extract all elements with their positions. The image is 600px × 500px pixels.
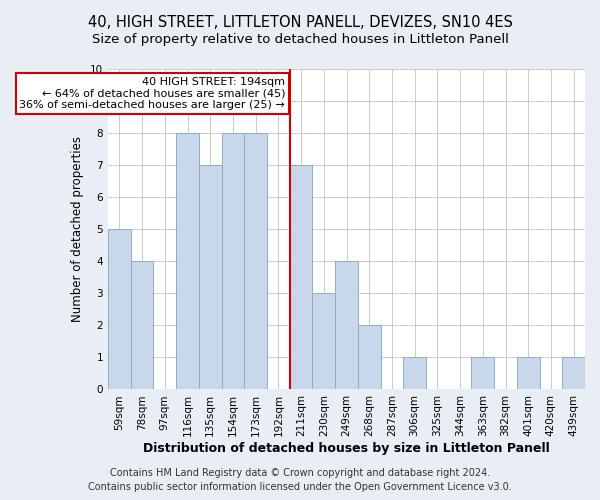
Bar [221,133,244,390]
Bar [562,358,585,390]
Bar [244,133,267,390]
Text: Size of property relative to detached houses in Littleton Panell: Size of property relative to detached ho… [92,32,508,46]
Bar [358,326,380,390]
Text: Contains HM Land Registry data © Crown copyright and database right 2024.
Contai: Contains HM Land Registry data © Crown c… [88,468,512,492]
Bar [517,358,539,390]
Bar [108,229,131,390]
Bar [290,165,313,390]
Bar [199,165,221,390]
X-axis label: Distribution of detached houses by size in Littleton Panell: Distribution of detached houses by size … [143,442,550,455]
Text: 40 HIGH STREET: 194sqm
← 64% of detached houses are smaller (45)
36% of semi-det: 40 HIGH STREET: 194sqm ← 64% of detached… [19,77,285,110]
Bar [472,358,494,390]
Bar [176,133,199,390]
Bar [313,294,335,390]
Bar [131,262,154,390]
Text: 40, HIGH STREET, LITTLETON PANELL, DEVIZES, SN10 4ES: 40, HIGH STREET, LITTLETON PANELL, DEVIZ… [88,15,512,30]
Bar [335,262,358,390]
Bar [403,358,426,390]
Y-axis label: Number of detached properties: Number of detached properties [71,136,85,322]
